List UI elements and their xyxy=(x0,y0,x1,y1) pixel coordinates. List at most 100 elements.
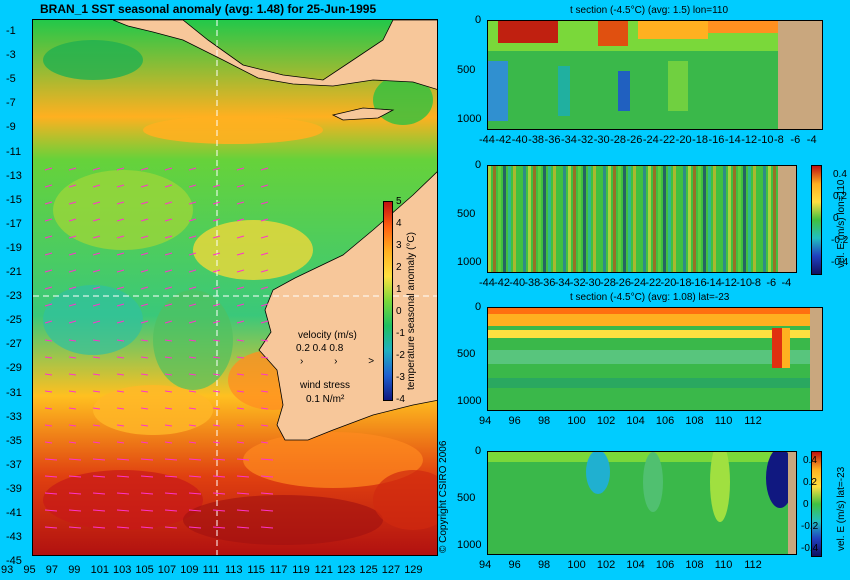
tick-label: 108 xyxy=(685,559,704,571)
tick-label: 104 xyxy=(626,559,645,571)
tick-label: -45 xyxy=(6,555,22,568)
tick-label: 0.2 xyxy=(803,477,817,488)
tick-label: 500 xyxy=(457,63,476,76)
tick-label: -28 xyxy=(599,277,616,289)
tick-label: -39 xyxy=(6,482,22,495)
tick-label: -3 xyxy=(396,372,405,383)
section-4-colorbar-label: vel. E (m/s) lat=-23 xyxy=(836,466,847,551)
tick-label: 95 xyxy=(23,564,36,576)
tick-label: -16 xyxy=(690,277,707,289)
tick-label: 121 xyxy=(314,564,333,576)
tick-label: -38 xyxy=(524,277,541,289)
tick-label: -14 xyxy=(705,277,722,289)
tick-label: -40 xyxy=(509,277,526,289)
tick-label: 100 xyxy=(567,415,586,427)
tick-label: 4 xyxy=(396,218,402,229)
wind-legend-value: 0.1 N/m² xyxy=(306,394,345,405)
tick-label: -4 xyxy=(396,394,405,405)
section-3-title: t section (-4.5°C) (avg: 1.08) lat=-23 xyxy=(570,292,730,303)
section-3-plot xyxy=(487,307,823,411)
tick-label: 0 xyxy=(475,301,482,313)
tick-label: -42 xyxy=(494,277,511,289)
tick-label: -12 xyxy=(720,277,737,289)
tick-label: -34 xyxy=(554,277,571,289)
temperature-colorbar-label: temperature seasonal anomaly (°C) xyxy=(406,232,417,390)
tick-label: -42 xyxy=(495,134,512,146)
tick-label: 125 xyxy=(359,564,378,576)
tick-label: 103 xyxy=(113,564,132,576)
tick-label: 110 xyxy=(714,559,733,571)
tick-label: -37 xyxy=(6,458,22,471)
velocity-legend-values: 0.2 0.4 0.8 xyxy=(296,343,344,354)
tick-label: -35 xyxy=(6,434,22,447)
tick-label: 0.2 xyxy=(833,191,847,202)
tick-label: -26 xyxy=(615,277,631,289)
tick-label: -3 xyxy=(6,49,16,62)
tick-label: -41 xyxy=(6,507,22,519)
tick-label: 107 xyxy=(157,564,177,576)
tick-label: -28 xyxy=(610,134,627,146)
tick-label: -1 xyxy=(396,328,405,339)
tick-label: -29 xyxy=(6,362,22,375)
velocity-colorbar-1 xyxy=(811,165,822,275)
tick-label: -4 xyxy=(781,277,792,289)
tick-label: -23 xyxy=(6,290,22,303)
tick-label: -22 xyxy=(645,277,662,289)
tick-label: -19 xyxy=(6,241,22,254)
tick-label: -2 xyxy=(396,350,405,361)
tick-label: 0 xyxy=(803,499,809,510)
tick-label: -12 xyxy=(741,134,758,146)
tick-label: 500 xyxy=(457,207,476,220)
sst-anomaly-map xyxy=(32,19,438,556)
tick-label: 3 xyxy=(396,240,402,251)
tick-label: -43 xyxy=(6,531,22,544)
tick-label: 101 xyxy=(90,564,109,576)
tick-label: -27 xyxy=(6,338,22,351)
tick-label: 0 xyxy=(475,14,482,26)
tick-label: 94 xyxy=(479,415,492,427)
land-indonesia xyxy=(112,20,437,90)
tick-label: -18 xyxy=(675,277,692,289)
tick-label: -44 xyxy=(479,277,495,289)
tick-label: -25 xyxy=(6,314,22,327)
tick-label: 108 xyxy=(685,415,704,427)
tick-label: -10 xyxy=(757,134,774,146)
tick-label: 113 xyxy=(225,564,243,576)
temperature-colorbar xyxy=(383,201,393,401)
velocity-legend-arrows: › › > xyxy=(300,356,389,367)
tick-label: 500 xyxy=(457,347,476,360)
tick-label: -8 xyxy=(774,134,784,146)
tick-label: -0.4 xyxy=(801,543,819,554)
tick-label: 102 xyxy=(596,559,616,571)
tick-label: -40 xyxy=(511,134,528,146)
tick-label: 1000 xyxy=(457,394,482,407)
tick-label: 0.4 xyxy=(803,455,817,466)
tick-label: 0.4 xyxy=(833,169,847,180)
tick-label: -24 xyxy=(642,134,659,146)
tick-label: 129 xyxy=(404,564,423,576)
tick-label: 500 xyxy=(457,491,476,504)
tick-label: 99 xyxy=(68,564,81,576)
tick-label: 0 xyxy=(833,213,839,224)
tick-label: -14 xyxy=(724,134,741,146)
tick-label: 1000 xyxy=(457,113,482,125)
tick-label: -6 xyxy=(790,134,801,146)
tick-label: -22 xyxy=(659,134,676,146)
tick-label: -38 xyxy=(528,134,545,146)
map-title: BRAN_1 SST seasonal anomaly (avg: 1.48) … xyxy=(40,2,377,16)
tick-label: 98 xyxy=(537,559,551,571)
tick-label: 2 xyxy=(396,262,402,273)
tick-label: 96 xyxy=(508,415,521,427)
section-2-plot xyxy=(487,165,797,273)
tick-label: -44 xyxy=(479,134,495,146)
tick-label: -20 xyxy=(675,134,692,146)
tick-label: -7 xyxy=(6,97,16,110)
tick-label: 115 xyxy=(247,564,265,576)
tick-label: -18 xyxy=(692,134,708,146)
section-4-plot xyxy=(487,451,797,555)
tick-label: -20 xyxy=(660,277,677,289)
tick-label: -32 xyxy=(577,134,594,146)
tick-label: 110 xyxy=(714,415,733,427)
tick-label: -5 xyxy=(6,73,16,86)
tick-label: 0 xyxy=(475,159,482,171)
